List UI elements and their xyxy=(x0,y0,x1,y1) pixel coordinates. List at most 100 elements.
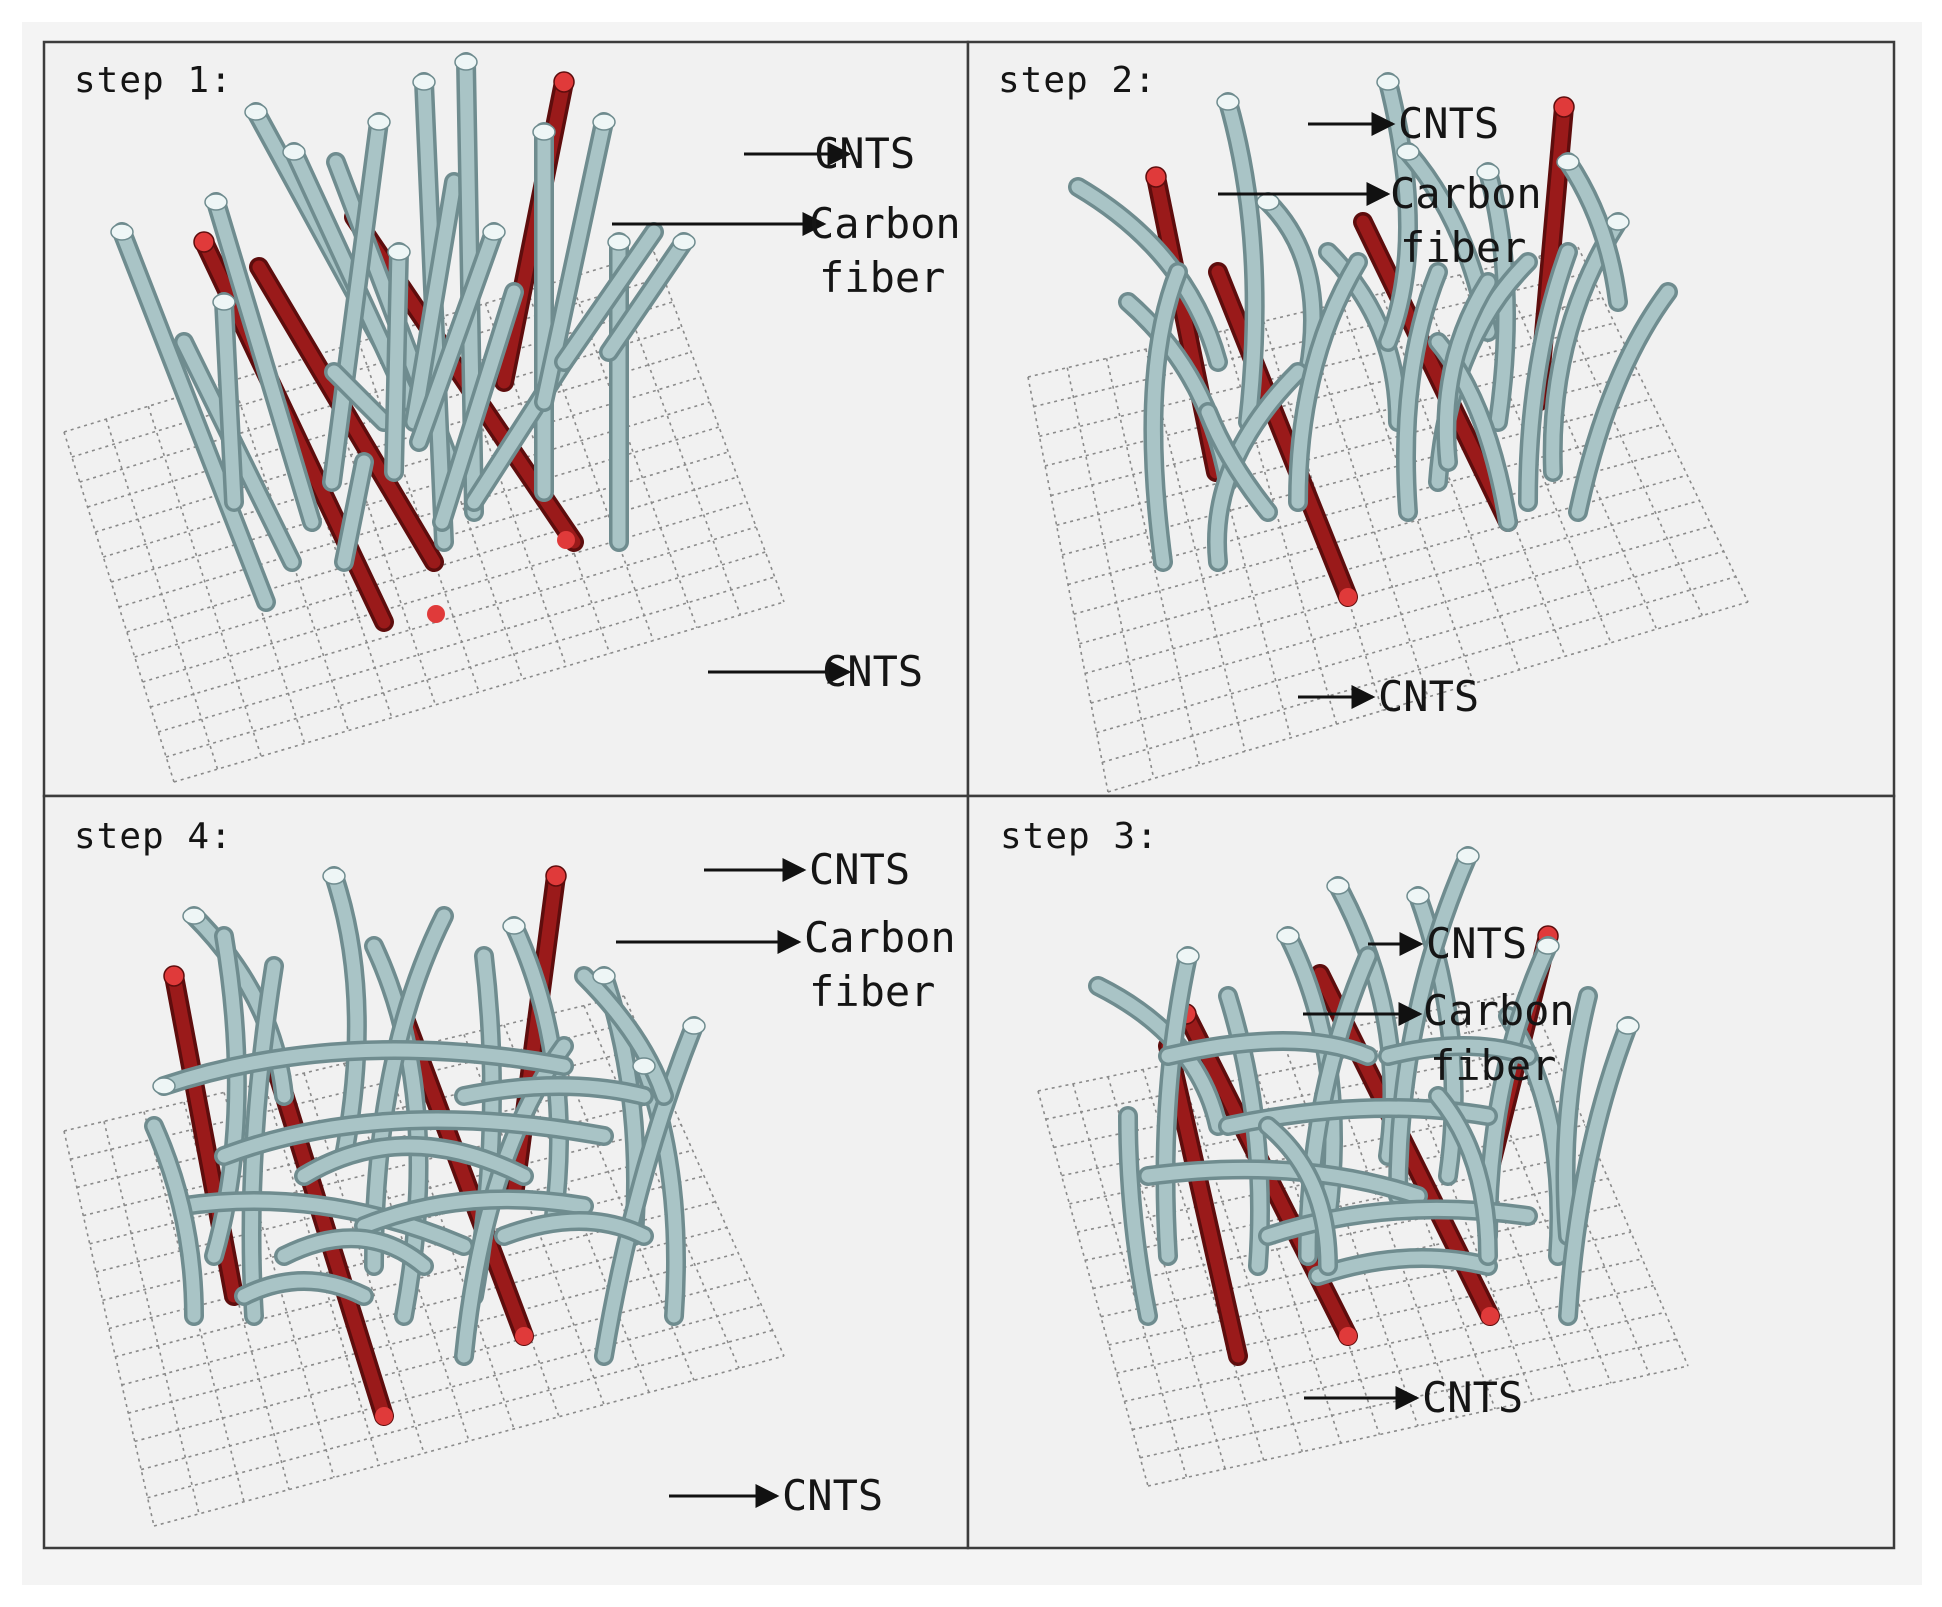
label-carbon: Carbon xyxy=(804,913,956,962)
fiber-cap xyxy=(682,1017,706,1035)
grid-line xyxy=(142,501,748,683)
grid-line xyxy=(583,1005,740,1369)
fiber-cap xyxy=(454,53,478,71)
fiber-cap xyxy=(282,143,306,161)
grid-line xyxy=(1090,525,1712,704)
panel-title: step 2: xyxy=(998,60,1157,101)
grid-line xyxy=(128,1252,739,1414)
carbon-fiber xyxy=(294,1136,534,1186)
fiber-cap xyxy=(110,223,134,241)
carbon-fiber xyxy=(1288,252,1368,512)
woven-fiber-network-icon xyxy=(144,865,706,1426)
fiber-cap xyxy=(607,233,631,251)
label-carbon: Carbon xyxy=(1423,986,1575,1035)
label-carbon: Carbon xyxy=(1390,169,1542,218)
carbon-fiber xyxy=(206,192,322,532)
vertical-fiber-array-icon xyxy=(110,52,696,632)
grid-line xyxy=(526,290,655,641)
fiber-cap xyxy=(1276,927,1300,945)
cnts-tip xyxy=(1339,588,1357,606)
label-cnts-top: CNTS xyxy=(1398,99,1499,148)
grid-line xyxy=(1527,990,1689,1367)
carbon-fiber xyxy=(1558,152,1628,312)
cnts-rod xyxy=(1208,262,1358,607)
carbon-fiber xyxy=(1555,986,1598,1246)
fiber-cap xyxy=(672,233,696,251)
grid-line xyxy=(1102,575,1737,764)
grid-line xyxy=(400,328,524,680)
carbon-fiber xyxy=(144,1116,204,1326)
grid-line xyxy=(1457,1004,1612,1384)
grid-line xyxy=(147,1329,773,1499)
carbon-fiber xyxy=(1143,262,1188,572)
fiber-cap xyxy=(182,907,206,925)
grid-line xyxy=(1317,1033,1458,1418)
label-fiber: fiber xyxy=(819,253,945,302)
label-cnts-bottom: CNTS xyxy=(782,1471,883,1520)
grid-line xyxy=(95,351,692,533)
carbon-fiber xyxy=(112,222,276,612)
grid-line xyxy=(158,551,766,733)
carbon-fiber xyxy=(1378,1036,1538,1066)
label-cnts-bottom: CNTS xyxy=(1422,1373,1523,1422)
grid-line xyxy=(108,1175,705,1330)
grid-line xyxy=(103,376,701,558)
fiber-cap xyxy=(1406,887,1430,905)
carbon-fiber xyxy=(324,362,394,432)
grid-line xyxy=(611,264,742,616)
fiber-cap xyxy=(1326,877,1350,895)
carbon-fiber xyxy=(354,1189,594,1236)
fiber-cap xyxy=(1176,947,1200,965)
carbon-fiber xyxy=(1068,177,1228,372)
carbon-fiber xyxy=(1308,1248,1498,1286)
label-fiber: fiber xyxy=(1430,1041,1556,1090)
cnts-tip xyxy=(557,531,575,549)
bending-fiber-array-icon xyxy=(1068,72,1678,607)
interlacing-fiber-network-icon xyxy=(1088,846,1640,1366)
carbon-fiber xyxy=(204,926,247,1266)
fiber-cap xyxy=(1376,73,1400,91)
grid-line xyxy=(140,1303,762,1471)
fiber-cap xyxy=(1556,153,1580,171)
fiber-cap xyxy=(632,1057,656,1075)
carbon-fiber xyxy=(1198,402,1278,522)
panel-title: step 4: xyxy=(74,816,233,857)
grid-line xyxy=(1067,423,1664,586)
carbon-fiber xyxy=(534,112,614,412)
grid-line xyxy=(71,276,664,458)
grid-line xyxy=(1107,1076,1226,1470)
fiber-cap xyxy=(387,243,411,261)
grid-line xyxy=(484,303,611,654)
carbon-fiber xyxy=(432,282,524,532)
panel-step4: step 4: CNTS Carbon fiber CNTS xyxy=(42,794,970,1550)
fiber-cap xyxy=(1456,847,1480,865)
carbon-fiber xyxy=(234,1271,374,1306)
carbon-fiber xyxy=(322,112,389,492)
panel-title: step 3: xyxy=(1000,816,1159,857)
grid-line xyxy=(1084,499,1700,675)
grid-line xyxy=(165,576,775,758)
cnts-rod xyxy=(1158,1036,1248,1366)
cnts-rod xyxy=(394,1006,534,1346)
fiber-cap xyxy=(1476,163,1500,181)
carbon-fiber xyxy=(494,1211,654,1246)
cnts-rod xyxy=(1353,212,1518,532)
fiber-cap xyxy=(592,967,616,985)
grid-line xyxy=(1177,1062,1304,1452)
grid-line xyxy=(103,1121,200,1515)
grid-line xyxy=(543,1014,695,1381)
carbon-fiber xyxy=(454,1076,654,1106)
cnts-tip xyxy=(375,1407,393,1425)
carbon-fiber xyxy=(1436,272,1498,472)
carbon-fiber xyxy=(184,906,294,1106)
carbon-fiber xyxy=(409,222,504,452)
grid-line xyxy=(79,301,673,483)
grid-line xyxy=(358,341,480,693)
carbon-fiber xyxy=(1396,262,1448,522)
grid-line xyxy=(134,1278,750,1443)
label-fiber: fiber xyxy=(809,967,935,1016)
carbon-fiber xyxy=(214,292,244,512)
fiber-cap xyxy=(367,113,391,131)
fiber-cap xyxy=(1536,937,1560,955)
grid-line xyxy=(1145,348,1246,752)
